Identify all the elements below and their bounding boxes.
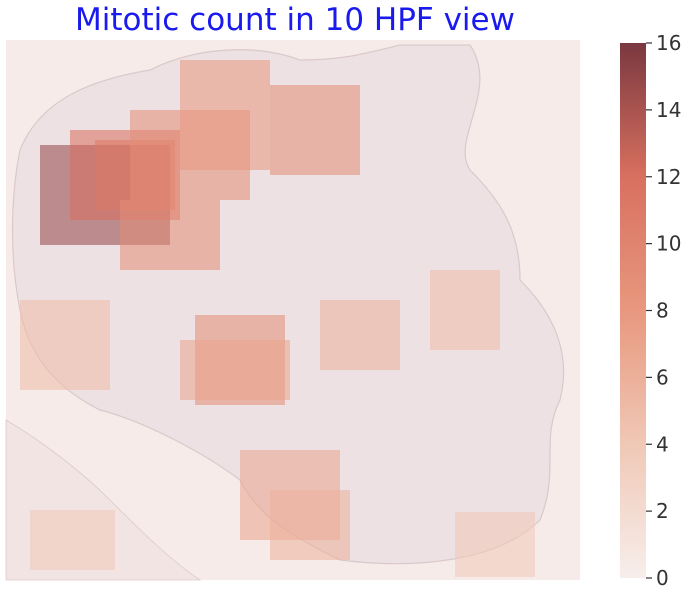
hotspot-bottom-right	[455, 512, 535, 577]
hotspot-lower-center	[270, 490, 350, 560]
hotspot-bottom-left	[30, 510, 115, 570]
colorbar-tick-label: 10	[656, 232, 681, 256]
hotspot-center	[180, 340, 290, 400]
colorbar-tick-label: 8	[656, 299, 669, 323]
chart-title: Mitotic count in 10 HPF view	[75, 2, 515, 38]
hotspot-center-right	[320, 300, 400, 370]
colorbar-tick-label: 6	[656, 365, 669, 389]
colorbar-tick-label: 14	[656, 98, 681, 122]
hotspot-top-right	[270, 85, 360, 175]
colorbar-tick-label: 2	[656, 499, 669, 523]
colorbar: 0 2 4 6 8 10 12 14 16	[620, 31, 681, 590]
hotspot-upper-center	[180, 60, 270, 170]
colorbar-tick-label: 16	[656, 31, 681, 55]
heatmap-plot-area	[5, 40, 580, 581]
hotspot-right	[430, 270, 500, 350]
colorbar-gradient	[620, 43, 646, 578]
colorbar-tick-label: 4	[656, 432, 669, 456]
colorbar-tick-label: 0	[656, 566, 669, 590]
hotspot-left	[20, 300, 110, 390]
hotspot-upper-left	[120, 200, 220, 270]
colorbar-tick-label: 12	[656, 165, 681, 189]
